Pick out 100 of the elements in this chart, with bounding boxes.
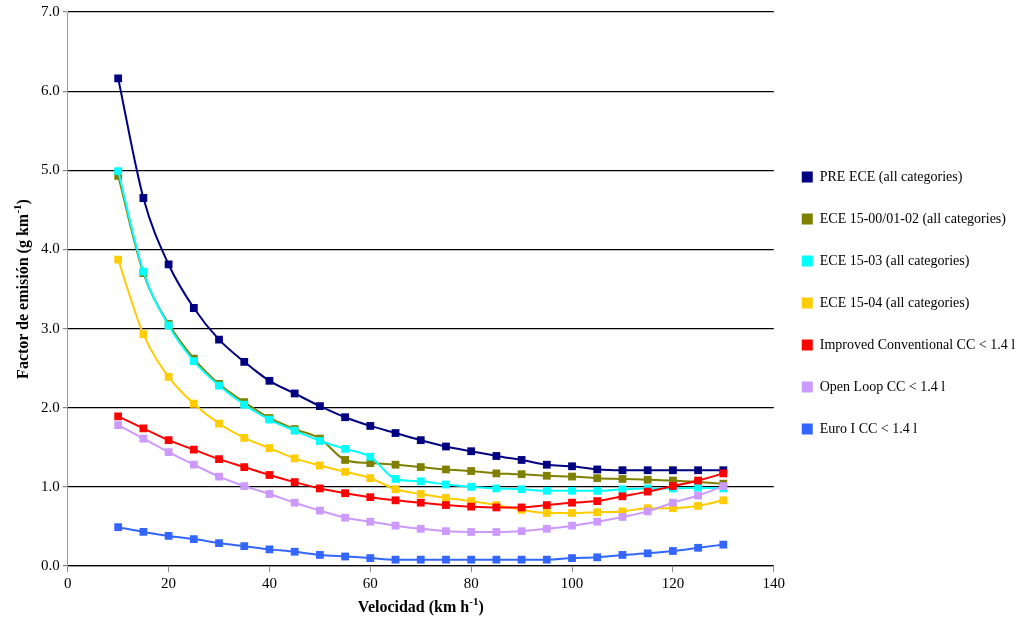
point [593, 508, 602, 517]
x-tick-label: 140 [762, 574, 785, 591]
point [618, 551, 627, 559]
point [542, 471, 551, 480]
point [215, 455, 223, 464]
legend-label: ECE 15-03 (all categories) [819, 252, 970, 269]
point [316, 402, 324, 411]
y-tick-label: 6.0 [41, 82, 60, 99]
point [189, 535, 198, 543]
point [139, 528, 148, 536]
y-tick-label: 0.0 [41, 556, 60, 573]
point [164, 448, 173, 456]
point [391, 460, 400, 469]
point [568, 472, 576, 481]
point [442, 480, 450, 489]
point [265, 376, 274, 385]
legend-label: Improved Conventional CC < 1.4 l [819, 336, 1016, 352]
point [139, 424, 148, 433]
point [542, 555, 551, 564]
point [517, 470, 526, 479]
point [316, 551, 324, 559]
point [542, 460, 551, 469]
y-tick-label: 4.0 [41, 240, 60, 257]
point [467, 467, 476, 475]
point [290, 547, 299, 556]
point [517, 527, 526, 536]
point [215, 472, 223, 481]
point [442, 501, 450, 509]
y-tick-label: 5.0 [41, 161, 60, 178]
point [694, 491, 702, 500]
point [568, 486, 576, 495]
point [240, 463, 249, 471]
point [618, 475, 627, 483]
point [114, 421, 123, 430]
point [467, 447, 476, 456]
point [416, 463, 425, 471]
point [442, 465, 450, 474]
point [341, 444, 349, 453]
x-tick-label: 120 [661, 574, 685, 591]
point [669, 466, 677, 475]
point [391, 521, 400, 530]
point [366, 452, 375, 461]
point [265, 545, 274, 554]
x-tick-label: 0 [64, 574, 72, 591]
point [694, 501, 702, 510]
point [391, 429, 400, 437]
point [492, 452, 501, 460]
legend-label: ECE 15-04 (all categories) [819, 294, 970, 311]
x-tick-label: 40 [261, 574, 277, 591]
point [568, 554, 576, 562]
point [366, 474, 375, 483]
point [694, 543, 702, 552]
point [542, 509, 551, 517]
point [593, 497, 602, 505]
point [593, 486, 602, 495]
point [215, 419, 223, 428]
point [517, 555, 526, 564]
point [366, 422, 375, 430]
point [669, 498, 677, 507]
point [568, 498, 576, 507]
point [316, 506, 324, 515]
point [416, 490, 425, 498]
point [416, 524, 425, 533]
point [290, 478, 299, 486]
point [694, 483, 702, 492]
point [341, 489, 349, 498]
point [164, 532, 173, 540]
x-tick-label: 60 [362, 574, 378, 591]
point [467, 555, 476, 564]
point [139, 194, 148, 202]
point [442, 555, 450, 564]
point [542, 524, 551, 533]
y-tick-label: 3.0 [41, 319, 60, 336]
point [391, 496, 400, 505]
point [215, 335, 223, 344]
y-tick-label: 1.0 [41, 477, 60, 494]
point [442, 527, 450, 536]
point [492, 555, 501, 564]
point [416, 498, 425, 507]
point [164, 436, 173, 445]
legend-label: Euro I CC < 1.4 l [819, 420, 918, 436]
x-tick-label: 100 [560, 574, 584, 591]
point [542, 486, 551, 495]
point [316, 461, 324, 470]
point [341, 513, 349, 522]
point [114, 167, 123, 175]
point [593, 474, 602, 483]
point [593, 465, 602, 474]
point [416, 436, 425, 445]
point [568, 521, 576, 530]
point [694, 466, 702, 475]
point [265, 444, 274, 452]
point [265, 471, 274, 479]
point [416, 477, 425, 486]
point [517, 485, 526, 494]
point [215, 539, 223, 547]
point [517, 456, 526, 464]
point [189, 445, 198, 454]
point [416, 555, 425, 564]
point [341, 467, 349, 476]
